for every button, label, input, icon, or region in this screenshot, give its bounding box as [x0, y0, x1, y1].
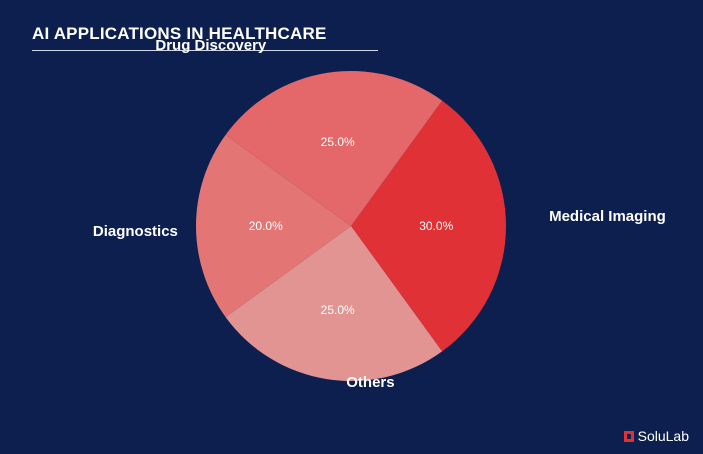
pie-value-label: 30.0%	[419, 219, 453, 233]
chart-title: AI APPLICATIONS IN HEALTHCARE	[32, 24, 327, 43]
solulab-logo-icon	[623, 430, 634, 442]
pie-slice-others	[225, 226, 443, 381]
pie-category-label: Diagnostics	[93, 223, 178, 240]
pie-value-label: 20.0%	[249, 219, 283, 233]
pie-slice-drug-discovery	[225, 71, 443, 226]
pie-category-label: Drug Discovery	[155, 37, 267, 54]
brand-name: SoluLab	[637, 428, 689, 444]
brand-watermark: SoluLab	[623, 428, 689, 444]
pie-value-label: 25.0%	[321, 303, 355, 317]
pie-slice-medical-imaging	[351, 100, 506, 352]
title-underline	[32, 50, 378, 51]
pie-slice-diagnostics	[196, 134, 351, 318]
pie-category-label: Others	[346, 374, 394, 391]
pie-value-label: 25.0%	[321, 135, 355, 149]
pie-category-label: Medical Imaging	[549, 208, 666, 225]
